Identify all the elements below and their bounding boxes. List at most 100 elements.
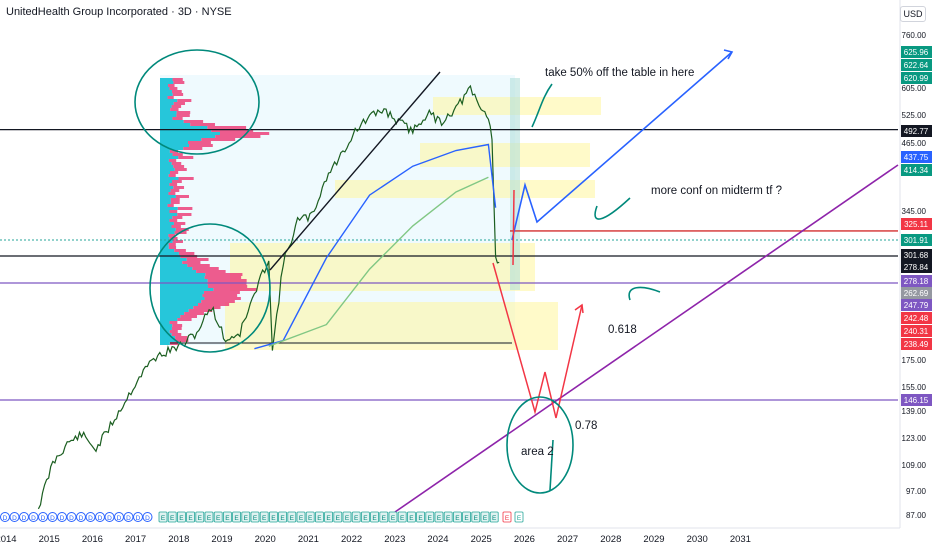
supply-zone-3 <box>335 180 595 198</box>
circle-volume-top <box>134 49 260 155</box>
y-tick-760: 760.00 <box>902 31 927 40</box>
hook-618 <box>628 286 661 301</box>
moving-average-2 <box>268 176 489 347</box>
earnings-marker: E <box>418 515 423 522</box>
earnings-marker: E <box>400 515 405 522</box>
recent-range-bar <box>510 78 520 290</box>
earnings-marker: E <box>428 515 433 522</box>
price-tag-146.15: 146.15 <box>904 396 929 405</box>
upcoming-earnings-marker: E <box>505 515 510 522</box>
price-tag-bg <box>901 325 932 337</box>
supply-zone-4 <box>230 243 535 291</box>
price-tag-bg <box>901 72 932 84</box>
x-tick-2028: 2028 <box>600 534 621 545</box>
x-tick-2021: 2021 <box>298 534 319 545</box>
dividend-marker: D <box>145 515 150 522</box>
hook-midterm <box>594 197 631 220</box>
projection-red <box>492 262 583 419</box>
earnings-marker: E <box>464 515 469 522</box>
earnings-marker: E <box>409 515 414 522</box>
earnings-marker: E <box>354 515 359 522</box>
price-tag-bg <box>901 338 932 350</box>
currency-button[interactable]: USD <box>900 6 926 22</box>
dividend-marker: D <box>31 515 36 522</box>
dividend-marker: D <box>3 515 8 522</box>
dividend-marker: D <box>79 515 84 522</box>
price-tag-238.49: 238.49 <box>904 340 929 349</box>
y-tick-525: 525.00 <box>902 111 927 120</box>
price-tag-278.84: 278.84 <box>904 263 929 272</box>
price-tag-bg <box>901 312 932 324</box>
dividend-marker: D <box>126 515 131 522</box>
circle-area-2 <box>506 396 574 494</box>
price-tag-301.91: 301.91 <box>904 236 929 245</box>
earnings-marker: E <box>446 515 451 522</box>
earnings-marker: E <box>483 515 488 522</box>
earnings-marker: E <box>492 515 497 522</box>
user-drawings <box>134 49 899 513</box>
moving-average-1 <box>254 143 497 350</box>
earnings-marker: E <box>317 515 322 522</box>
y-tick-605: 605.00 <box>902 84 927 93</box>
x-tick-2031: 2031 <box>730 534 751 545</box>
earnings-marker: E <box>198 515 203 522</box>
dividend-marker: D <box>107 515 112 522</box>
earnings-marker: E <box>391 515 396 522</box>
dividend-marker: D <box>12 515 17 522</box>
earnings-marker: E <box>382 515 387 522</box>
price-tag-278.18: 278.18 <box>904 277 929 286</box>
x-tick-2030: 2030 <box>687 534 708 545</box>
price-tag-bg <box>901 261 932 273</box>
price-tag-bg <box>901 275 932 287</box>
earnings-marker: E <box>216 515 221 522</box>
price-tag-240.31: 240.31 <box>904 327 929 336</box>
price-tag-262.69: 262.69 <box>904 289 929 298</box>
circle-volume-bottom <box>149 223 271 353</box>
x-tick-2015: 2015 <box>39 534 60 545</box>
price-tag-301.68: 301.68 <box>904 251 929 260</box>
x-axis: 2014 2015 2016 2017 2018 2019 2020 2021 2022 2023… <box>0 527 900 545</box>
dividend-marker: D <box>60 515 65 522</box>
annotation-area2: area 2 <box>521 446 554 458</box>
price-tag-bg <box>901 59 932 71</box>
earnings-marker: E <box>345 515 350 522</box>
projection-blue <box>511 51 733 241</box>
earnings-marker: E <box>437 515 442 522</box>
earnings-marker: E <box>234 515 239 522</box>
earnings-marker: E <box>336 515 341 522</box>
price-tag-bg <box>901 151 932 163</box>
price-tag-625.96: 625.96 <box>904 48 929 57</box>
earnings-marker: E <box>161 515 166 522</box>
price-tag-bg <box>901 249 932 261</box>
x-tick-2020: 2020 <box>255 534 276 545</box>
price-tag-bg <box>901 164 932 176</box>
earnings-marker: E <box>207 515 212 522</box>
price-tag-247.79: 247.79 <box>904 301 929 310</box>
chart-title: UnitedHealth Group Incorporated · 3D · N… <box>6 6 232 18</box>
trendline-black <box>269 71 441 271</box>
x-tick-2017: 2017 <box>125 534 146 545</box>
earnings-marker: E <box>244 515 249 522</box>
earnings-marker: E <box>474 515 479 522</box>
y-tick-175: 175.00 <box>902 356 927 365</box>
earnings-marker: E <box>363 515 368 522</box>
x-tick-2016: 2016 <box>82 534 103 545</box>
dividend-marker: D <box>136 515 141 522</box>
dividend-marker: D <box>50 515 55 522</box>
earnings-marker: E <box>290 515 295 522</box>
y-tick-139: 139.00 <box>902 407 927 416</box>
price-tag-bg <box>901 218 932 230</box>
y-tick-97: 97.00 <box>906 487 927 496</box>
earnings-marker: E <box>280 515 285 522</box>
supply-zone-2 <box>420 143 590 167</box>
earnings-marker: E <box>455 515 460 522</box>
x-tick-2027: 2027 <box>557 534 578 545</box>
recent-drop <box>512 189 515 266</box>
price-tag-bg <box>901 299 932 311</box>
x-tick-2022: 2022 <box>341 534 362 545</box>
y-tick-465: 465.00 <box>902 139 927 148</box>
dividend-marker: D <box>98 515 103 522</box>
